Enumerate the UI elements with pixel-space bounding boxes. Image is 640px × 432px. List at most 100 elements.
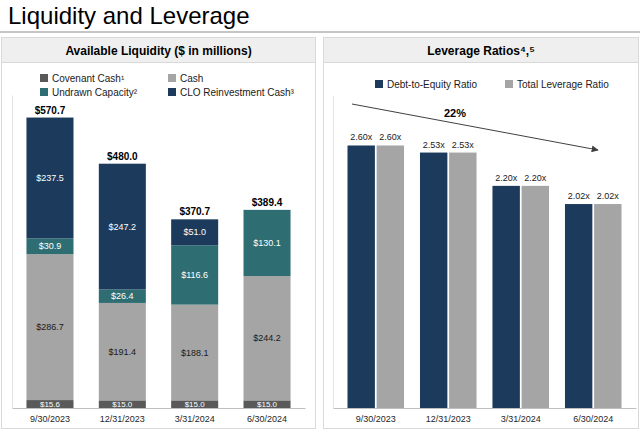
data-label: $237.5 — [36, 173, 64, 183]
chart-title: Available Liquidity ($ in millions) — [65, 44, 251, 58]
bar — [565, 204, 592, 408]
title-rule — [0, 32, 640, 33]
x-tick-label: 6/30/2024 — [573, 414, 613, 424]
total-label: $389.4 — [252, 197, 283, 208]
bar-segment — [99, 164, 146, 290]
legend-swatch — [168, 74, 176, 82]
data-labels: 2.60x 2.53x 2.20x 2.02x 2.60x 2.53x 2.20x 2.02x — [350, 132, 619, 201]
data-label: $15.6 — [40, 400, 61, 409]
bar — [522, 186, 549, 408]
legend-label: Debt-to-Equity Ratio — [387, 79, 477, 90]
legend-swatch — [40, 88, 48, 96]
bar-segment — [26, 238, 73, 254]
data-label: 2.60x — [379, 132, 402, 142]
total-label: $570.7 — [35, 105, 66, 116]
x-axis: 9/30/2023 12/31/2023 3/31/2024 6/30/2024 — [334, 409, 637, 425]
legend-label: CLO Reinvestment Cash³ — [180, 87, 295, 98]
x-tick: 12/31/2023 — [100, 414, 145, 424]
total-label: $480.0 — [107, 151, 138, 162]
data-label: 2.53x — [452, 140, 475, 150]
x-tick: 12/31/2023 — [426, 414, 471, 424]
legend-swatch — [168, 88, 176, 96]
data-label: $30.9 — [39, 241, 62, 251]
panel-header — [2, 38, 316, 63]
bar-segment — [99, 303, 146, 400]
legend: Debt-to-Equity Ratio Total Leverage Ratio — [375, 79, 609, 90]
data-label: 2.20x — [495, 173, 518, 183]
bar-segment — [171, 245, 218, 304]
x-tick: 3/31/2024 — [175, 414, 215, 424]
legend-label: Total Leverage Ratio — [517, 79, 609, 90]
x-tick-label: 3/31/2024 — [175, 414, 215, 424]
data-label: $26.4 — [111, 291, 134, 301]
bar — [420, 153, 447, 408]
legend-swatch — [505, 80, 513, 88]
panel-frame — [324, 38, 639, 429]
x-axis-line — [334, 408, 637, 409]
x-tick: 3/31/2024 — [501, 414, 541, 424]
bar-segment — [26, 118, 73, 239]
data-label: $51.0 — [183, 227, 206, 237]
bar-segment — [171, 305, 218, 401]
trend-arrow — [352, 104, 598, 150]
total-label: $370.7 — [179, 206, 210, 217]
data-label: 2.02x — [597, 191, 620, 201]
data-label: $15.0 — [112, 400, 133, 409]
bar — [377, 145, 404, 408]
chart-svg: Liquidity and Leverage Available Liquidit… — [0, 0, 640, 432]
legend-label: Undrawn Capacity² — [52, 87, 138, 98]
data-label: $286.7 — [36, 322, 64, 332]
data-label: 2.20x — [524, 173, 547, 183]
data-label: $15.0 — [185, 400, 206, 409]
bars — [347, 145, 621, 408]
bar-segment — [26, 400, 73, 408]
bar — [594, 204, 621, 408]
x-tick-label: 12/31/2023 — [426, 414, 471, 424]
bar-segment — [171, 400, 218, 408]
legend-swatch — [375, 80, 383, 88]
data-label: $247.2 — [109, 222, 137, 232]
y-axis — [12, 96, 13, 409]
bar-segment — [99, 400, 146, 408]
x-tick: 9/30/2023 — [356, 414, 396, 424]
x-axis: 9/30/2023 12/31/2023 3/31/2024 6/30/2024 — [13, 409, 306, 425]
bar-segment — [171, 219, 218, 245]
x-tick-label: 3/31/2024 — [501, 414, 541, 424]
bar-segment — [99, 290, 146, 303]
x-tick-label: 6/30/2024 — [247, 414, 287, 424]
chart-title: Leverage Ratios⁴,⁵ — [427, 44, 535, 58]
y-axis-line — [12, 96, 13, 409]
bar — [449, 153, 476, 408]
annotation: 22% — [444, 107, 466, 119]
legend-swatch — [40, 74, 48, 82]
bar — [347, 145, 374, 408]
legend: Covenant Cash¹CashUndrawn Capacity²CLO R… — [40, 73, 295, 98]
data-label: 2.02x — [568, 191, 591, 201]
legend-label: Cash — [180, 73, 203, 84]
data-label: 2.53x — [423, 140, 446, 150]
data-label: $15.0 — [257, 400, 278, 409]
bar-segment — [26, 254, 73, 400]
bar — [492, 186, 519, 408]
page-title: Liquidity and Leverage — [8, 2, 250, 29]
data-label: $244.2 — [253, 333, 281, 343]
x-tick-label: 9/30/2023 — [356, 414, 396, 424]
data-label: $191.4 — [109, 347, 137, 357]
bar-segment — [244, 400, 291, 408]
x-tick: 9/30/2023 — [30, 414, 70, 424]
y-axis-line — [333, 96, 334, 409]
panel-frame — [2, 38, 316, 429]
x-tick: 6/30/2024 — [247, 414, 287, 424]
data-label: 2.60x — [350, 132, 373, 142]
x-tick-label: 9/30/2023 — [30, 414, 70, 424]
bar-segment — [244, 210, 291, 276]
data-labels: $15.6 $15.0 $15.0 $15.0 $286.7 $191.4 $188.1 $2… — [35, 105, 283, 409]
x-tick-label: 12/31/2023 — [100, 414, 145, 424]
data-label: $188.1 — [181, 348, 209, 358]
data-label: $130.1 — [253, 238, 281, 248]
bar-segment — [244, 276, 291, 400]
bars — [26, 118, 290, 408]
panel-header — [324, 38, 639, 63]
y-axis — [333, 96, 334, 409]
x-tick: 6/30/2024 — [573, 414, 613, 424]
